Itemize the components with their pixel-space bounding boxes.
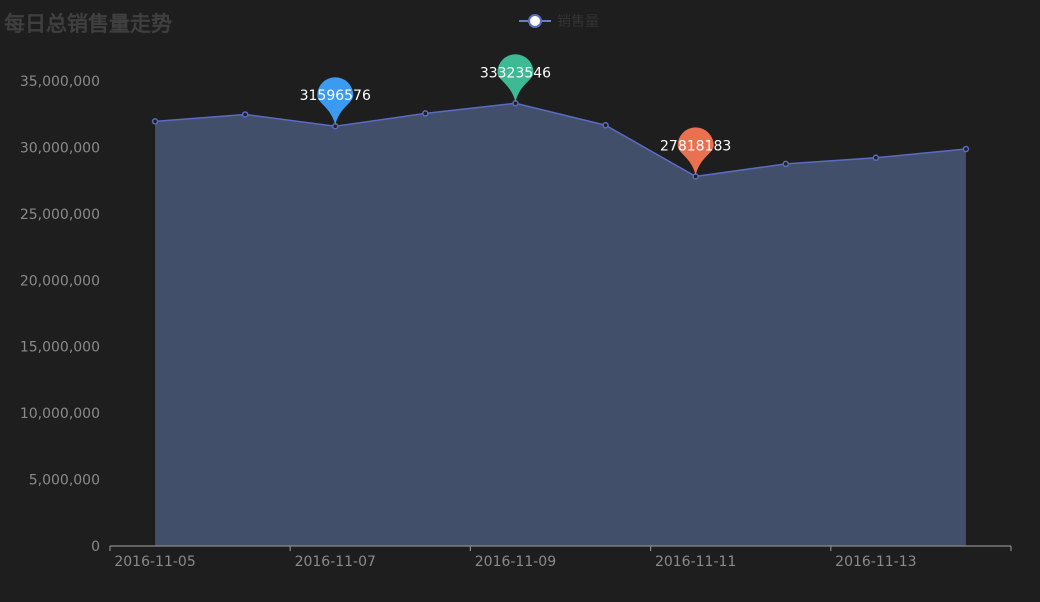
- legend-swatch-icon: [519, 10, 551, 32]
- marker-label: 27818183: [660, 138, 731, 154]
- x-tick-label: 2016-11-07: [295, 554, 376, 570]
- marker-pin: 33323546: [480, 54, 551, 103]
- legend-label: 销售量: [557, 14, 599, 30]
- data-point: [151, 118, 159, 125]
- marker-pin: 31596576: [300, 77, 371, 126]
- data-point: [241, 111, 249, 118]
- legend-item-sales[interactable]: 销售量: [519, 10, 599, 32]
- chart-title: 每日总销售量走势: [4, 12, 172, 36]
- marker-label: 33323546: [480, 65, 551, 81]
- marker-pin-shape: [317, 77, 354, 126]
- data-point: [602, 121, 609, 129]
- data-point: [422, 110, 429, 117]
- y-tick-label: 15,000,000: [20, 340, 100, 356]
- series-area: [155, 103, 966, 546]
- marker-pin: 27818183: [660, 127, 731, 176]
- y-tick-label: 30,000,000: [20, 140, 100, 156]
- y-tick-label: 20,000,000: [20, 273, 100, 289]
- data-point: [782, 160, 789, 168]
- y-tick-label: 35,000,000: [20, 74, 100, 90]
- y-tick-label: 5,000,000: [29, 473, 100, 489]
- x-tick-label: 2016-11-11: [655, 554, 736, 570]
- marker-pin-shape: [677, 127, 714, 176]
- y-tick-label: 0: [91, 539, 100, 555]
- x-tick-label: 2016-11-05: [114, 554, 195, 570]
- marker-pin-shape: [497, 54, 534, 103]
- marker-label: 31596576: [300, 88, 371, 104]
- x-tick-label: 2016-11-13: [835, 554, 916, 570]
- x-tick-label: 2016-11-09: [475, 554, 556, 570]
- series-line: [154, 102, 967, 178]
- data-point: [872, 154, 880, 162]
- y-tick-label: 25,000,000: [20, 207, 100, 223]
- data-point: [962, 145, 970, 153]
- y-tick-label: 10,000,000: [20, 406, 100, 422]
